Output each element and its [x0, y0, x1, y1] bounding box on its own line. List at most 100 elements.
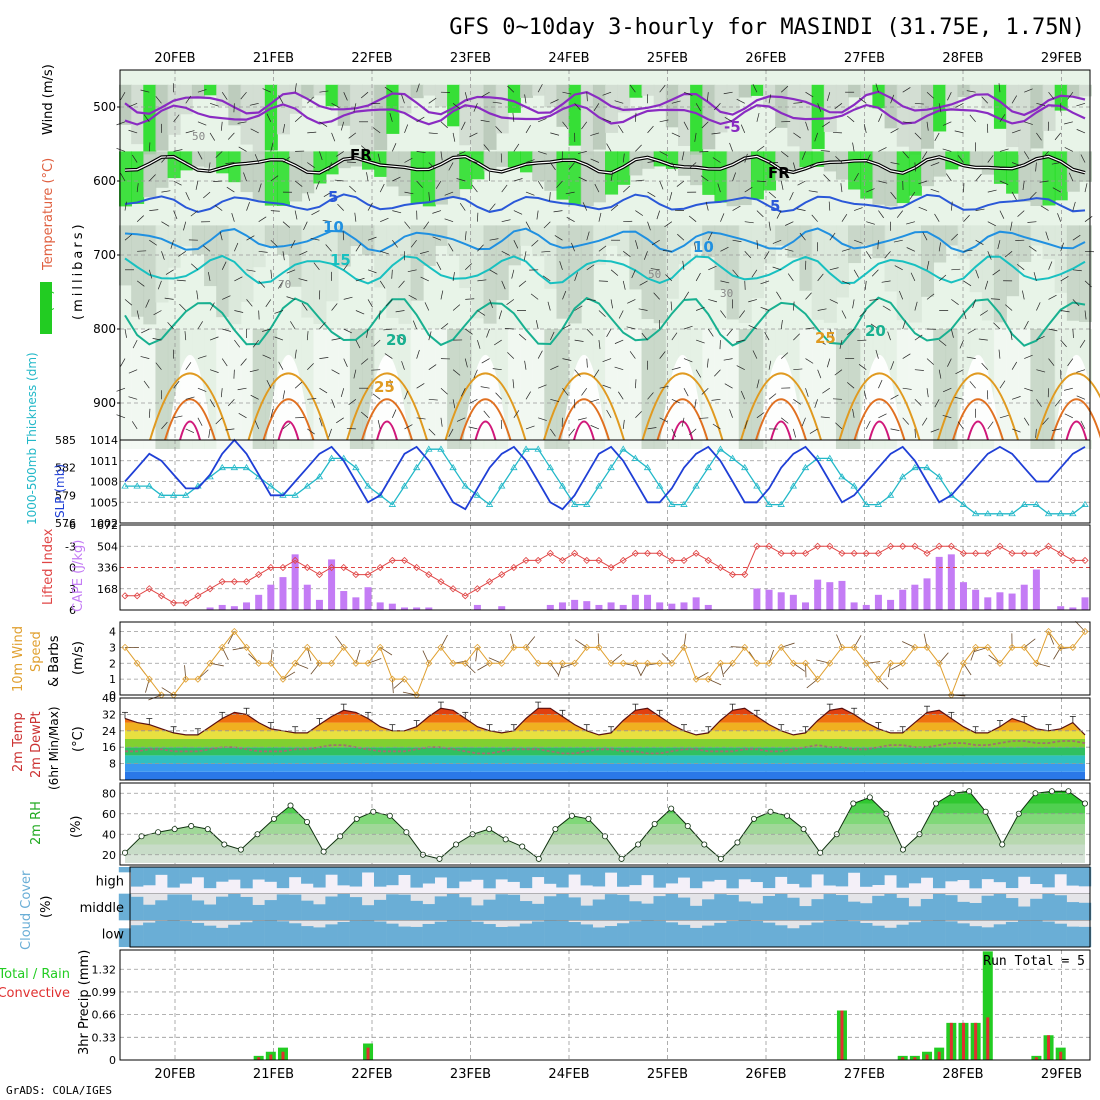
- rh-patch: [216, 225, 230, 318]
- wind-barb: [610, 269, 619, 276]
- rh-patch: [993, 329, 1007, 449]
- rh-patch: [896, 225, 910, 321]
- cloud-bar: [665, 867, 679, 884]
- li-point: [303, 563, 311, 572]
- temp-unit: (°C): [71, 726, 86, 752]
- cloud-bar: [519, 867, 533, 889]
- precip-conv-bar: [901, 1057, 905, 1060]
- wind-barb: [506, 299, 515, 305]
- cloud-bar: [677, 897, 691, 921]
- cloud-bar: [1042, 921, 1055, 947]
- wind-barb: [319, 90, 329, 93]
- cloud-bar: [641, 903, 654, 921]
- rh-patch: [422, 84, 436, 96]
- wind-barb: [764, 332, 770, 341]
- wind-barb: [635, 240, 639, 249]
- cape-right-label: CAPE (J/kg): [71, 540, 86, 612]
- wind-barb: [282, 221, 290, 228]
- wind-barb: [823, 174, 831, 182]
- rh-patch: [921, 225, 935, 297]
- rh-patch: [349, 225, 363, 247]
- wind-barb: [712, 157, 721, 163]
- wind-barb: [866, 221, 875, 225]
- isotherm-25-inner: [656, 398, 709, 441]
- thickness-point: [534, 445, 542, 452]
- rh-patch: [143, 329, 157, 449]
- wind-barb: [504, 328, 514, 330]
- temp-tick-label: 40: [102, 692, 116, 705]
- wind-label-3: & Barbs: [47, 635, 62, 687]
- cape-bar: [267, 584, 275, 610]
- cloud-bar: [422, 867, 435, 884]
- wind-barb: [957, 421, 964, 430]
- slp-tick-label: 1005: [90, 496, 118, 509]
- wind-barb: [197, 89, 207, 93]
- wind-barb: [853, 207, 863, 211]
- rh-patch: [1018, 151, 1032, 202]
- cloud-bar: [823, 867, 837, 886]
- wind-barb: [1072, 234, 1081, 241]
- cloud-bar: [629, 921, 642, 947]
- wind-barb: [914, 301, 918, 311]
- thickness-point: [607, 463, 615, 471]
- wind-barb: [355, 339, 361, 349]
- wind-barb: [310, 237, 320, 241]
- wind-barb: [459, 202, 466, 211]
- wind-barb: [477, 339, 481, 349]
- temp-band: [125, 755, 1085, 764]
- wind-barb: [947, 92, 952, 101]
- rh-point: [337, 833, 344, 840]
- wind-barb: [148, 408, 151, 418]
- wind-barb: [155, 362, 162, 370]
- wind-speed-point: [631, 659, 639, 667]
- cloud-bar: [604, 894, 618, 921]
- label-25-2: 25: [815, 329, 836, 347]
- wind-speed-point: [218, 643, 226, 651]
- slp-left-label: 1000-500mb Thickness (dm): [25, 352, 39, 525]
- rh-patch: [447, 84, 461, 127]
- wind-speed-point: [826, 659, 834, 667]
- rh-patch: [520, 84, 534, 98]
- thickness-point: [157, 491, 166, 498]
- wind-barb: [440, 387, 448, 395]
- wind-barb: [483, 144, 490, 152]
- cloud-bar: [908, 922, 922, 947]
- wind-barb: [469, 132, 478, 138]
- wind-speed-point: [145, 675, 153, 683]
- wind-barb: [1010, 331, 1013, 341]
- wind-barb: [626, 326, 636, 330]
- cloud-bar: [1078, 926, 1092, 947]
- cape-bar: [984, 597, 992, 610]
- wind-speed-point: [619, 659, 627, 667]
- wind-barb: [535, 320, 539, 330]
- wind-barb: [951, 233, 959, 241]
- rh-patch: [860, 225, 874, 246]
- wind-barb: [480, 119, 490, 123]
- wind-barb: [954, 396, 964, 400]
- rh-patch: [617, 329, 631, 449]
- wind-barb: [729, 142, 733, 152]
- rh-point: [486, 826, 493, 833]
- wind-barb: [392, 409, 397, 418]
- pressure-tick-label: 800: [93, 322, 116, 336]
- wind-speed-point: [656, 659, 664, 667]
- wind-barb: [185, 162, 195, 167]
- wind-barb: [477, 310, 486, 316]
- wind-barb: [208, 162, 211, 172]
- wind-speed-point: [583, 643, 591, 651]
- wind-barb: [1080, 154, 1086, 163]
- thickness-point: [668, 500, 676, 507]
- wind-speed-point: [546, 659, 554, 667]
- wind-barb: [234, 276, 243, 282]
- isotherm-25: [740, 372, 822, 441]
- wind-barb: [980, 310, 988, 316]
- cloud-bar: [155, 867, 168, 875]
- rh-patch: [252, 84, 266, 155]
- cloud-bar: [556, 920, 569, 947]
- wind-barb: [793, 368, 803, 371]
- rh-patch: [1042, 329, 1056, 449]
- rh-patch: [592, 225, 606, 265]
- wind-barb: [969, 114, 976, 123]
- wind-barb: [416, 417, 426, 420]
- cloud-bar: [677, 867, 691, 878]
